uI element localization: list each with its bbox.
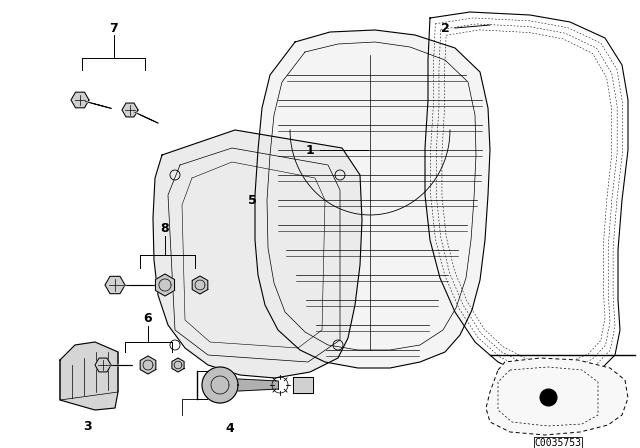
Polygon shape [95,358,111,372]
Polygon shape [85,101,111,108]
Polygon shape [238,379,278,391]
Polygon shape [255,30,490,368]
Polygon shape [105,276,125,293]
Polygon shape [486,358,628,435]
Polygon shape [293,377,313,393]
Polygon shape [134,112,158,123]
Text: 6: 6 [144,311,152,324]
Polygon shape [156,274,175,296]
Polygon shape [172,358,184,372]
Polygon shape [122,103,138,117]
Polygon shape [60,342,118,410]
Polygon shape [153,130,362,378]
Polygon shape [71,92,89,108]
Text: 8: 8 [161,221,170,234]
Text: 5: 5 [248,194,257,207]
Polygon shape [202,367,238,403]
Text: 3: 3 [84,419,92,432]
Polygon shape [140,356,156,374]
Text: 7: 7 [109,22,118,34]
Text: C0035753: C0035753 [534,438,582,448]
Polygon shape [192,276,208,294]
Text: 4: 4 [226,422,234,435]
Text: 1: 1 [306,143,314,156]
Text: 2: 2 [440,22,449,34]
